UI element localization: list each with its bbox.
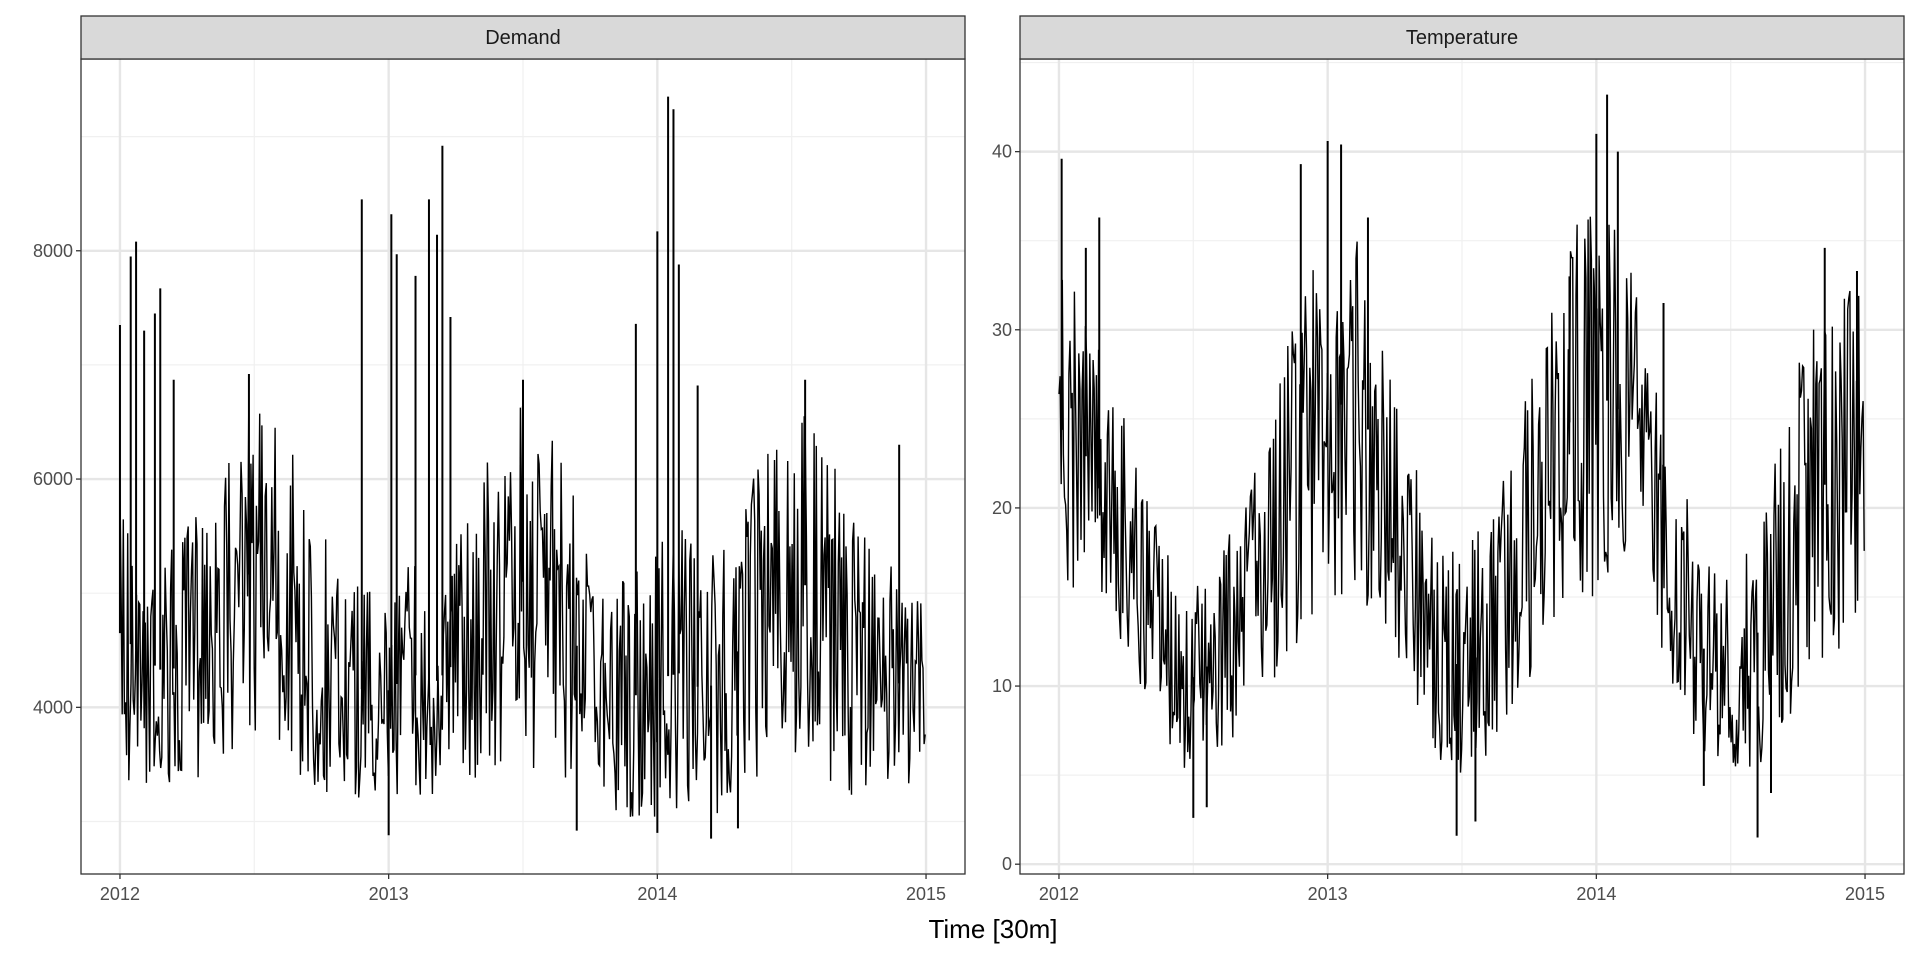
facet-strip-label: Demand <box>485 27 561 49</box>
facet-strip-label: Temperature <box>1406 27 1518 49</box>
panel-temperature: Temperature 0 10 20 30 40 2012 2013 2014 2015 <box>992 15 1905 904</box>
x-tick-label: 2015 <box>906 884 946 904</box>
panel-demand: Demand 4000 6000 8000 2012 2013 2014 2015 <box>33 15 966 904</box>
facet-strip <box>1019 15 1905 60</box>
y-tick-label: 6000 <box>33 469 73 489</box>
x-tick-label: 2013 <box>1308 884 1348 904</box>
x-tick-label: 2012 <box>1039 884 1079 904</box>
y-tick-label: 30 <box>992 320 1012 340</box>
x-tick-label: 2012 <box>100 884 140 904</box>
x-axis-title: Time [30m] <box>928 914 1057 944</box>
x-tick-label: 2014 <box>1576 884 1616 904</box>
y-tick-label: 20 <box>992 498 1012 518</box>
y-tick-label: 0 <box>1002 854 1012 874</box>
y-tick-label: 10 <box>992 676 1012 696</box>
x-tick-label: 2015 <box>1845 884 1885 904</box>
x-tick-label: 2013 <box>369 884 409 904</box>
x-tick-label: 2014 <box>637 884 677 904</box>
y-tick-label: 8000 <box>33 241 73 261</box>
y-tick-label: 40 <box>992 142 1012 162</box>
y-tick-label: 4000 <box>33 697 73 717</box>
facet-strip <box>80 15 966 60</box>
